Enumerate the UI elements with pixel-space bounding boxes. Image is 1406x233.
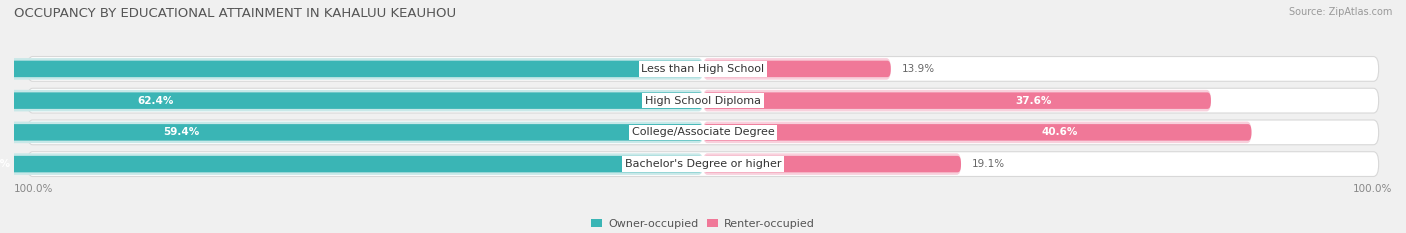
FancyBboxPatch shape <box>0 122 703 143</box>
FancyBboxPatch shape <box>27 88 1379 113</box>
Legend: Owner-occupied, Renter-occupied: Owner-occupied, Renter-occupied <box>586 214 820 233</box>
Text: 59.4%: 59.4% <box>163 127 200 137</box>
FancyBboxPatch shape <box>27 152 1379 176</box>
Text: 80.9%: 80.9% <box>0 159 11 169</box>
FancyBboxPatch shape <box>703 124 1251 140</box>
Text: Bachelor's Degree or higher: Bachelor's Degree or higher <box>624 159 782 169</box>
FancyBboxPatch shape <box>703 58 891 80</box>
FancyBboxPatch shape <box>703 153 962 175</box>
FancyBboxPatch shape <box>0 61 703 77</box>
Text: High School Diploma: High School Diploma <box>645 96 761 106</box>
FancyBboxPatch shape <box>703 61 891 77</box>
FancyBboxPatch shape <box>0 153 703 175</box>
FancyBboxPatch shape <box>0 93 703 109</box>
Text: 100.0%: 100.0% <box>14 184 53 194</box>
FancyBboxPatch shape <box>703 122 1251 143</box>
Text: 13.9%: 13.9% <box>901 64 935 74</box>
FancyBboxPatch shape <box>703 156 962 172</box>
Text: 40.6%: 40.6% <box>1042 127 1077 137</box>
FancyBboxPatch shape <box>0 124 703 140</box>
Text: 62.4%: 62.4% <box>136 96 173 106</box>
Text: College/Associate Degree: College/Associate Degree <box>631 127 775 137</box>
Text: Less than High School: Less than High School <box>641 64 765 74</box>
Text: 19.1%: 19.1% <box>972 159 1005 169</box>
FancyBboxPatch shape <box>703 93 1211 109</box>
FancyBboxPatch shape <box>0 58 703 80</box>
Text: 100.0%: 100.0% <box>1353 184 1392 194</box>
FancyBboxPatch shape <box>0 156 703 172</box>
FancyBboxPatch shape <box>0 90 703 111</box>
Text: OCCUPANCY BY EDUCATIONAL ATTAINMENT IN KAHALUU KEAUHOU: OCCUPANCY BY EDUCATIONAL ATTAINMENT IN K… <box>14 7 456 20</box>
Text: 37.6%: 37.6% <box>1015 96 1052 106</box>
FancyBboxPatch shape <box>703 90 1211 111</box>
FancyBboxPatch shape <box>27 57 1379 81</box>
FancyBboxPatch shape <box>27 120 1379 145</box>
Text: Source: ZipAtlas.com: Source: ZipAtlas.com <box>1288 7 1392 17</box>
